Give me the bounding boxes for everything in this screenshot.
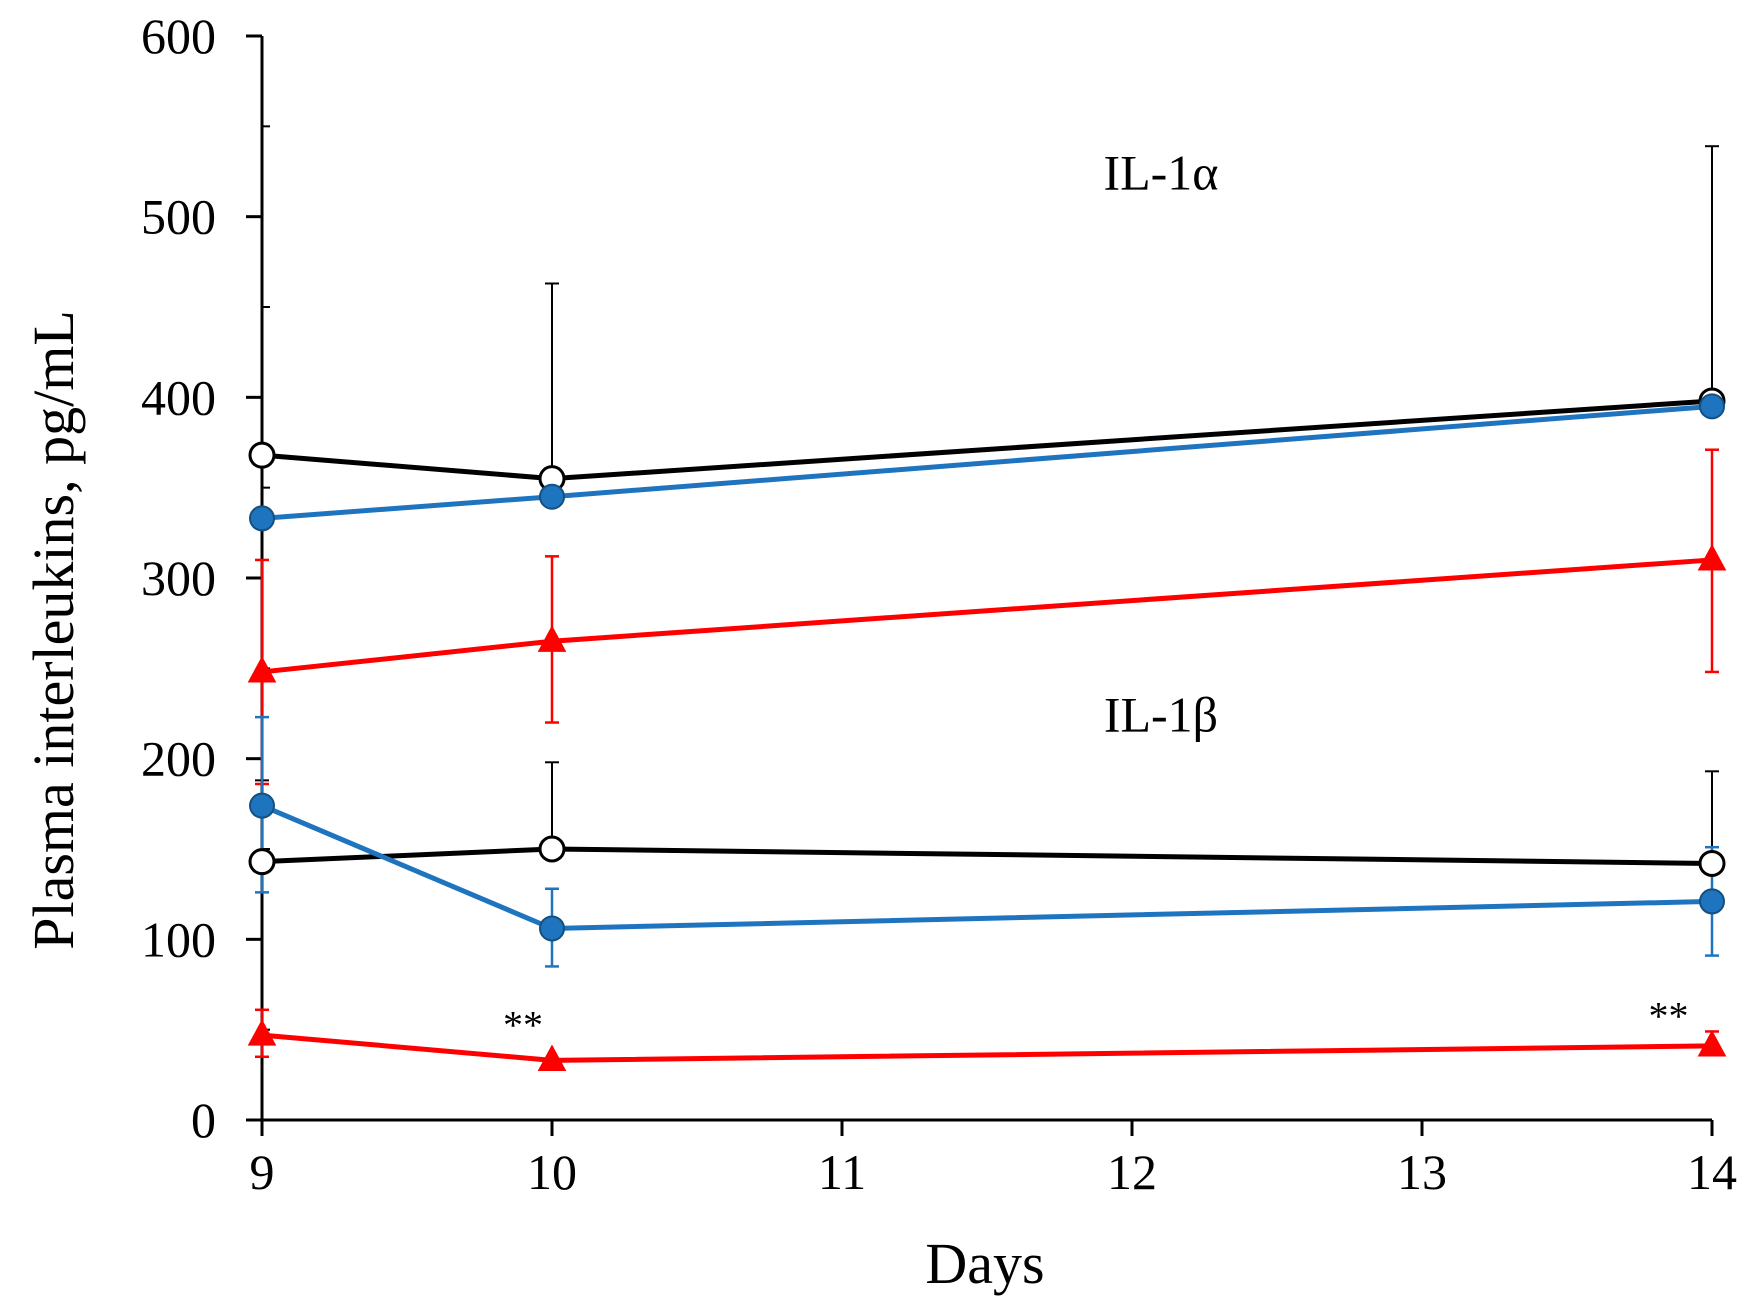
y-tick-label: 0: [191, 1092, 216, 1148]
y-tick-label: 200: [141, 731, 216, 787]
x-tick-label: 10: [527, 1144, 577, 1200]
y-tick-label: 600: [141, 8, 216, 64]
data-point-il-1-red: [537, 625, 567, 652]
significance-marker: **: [1649, 994, 1689, 1039]
data-point-il-1-blue: [539, 483, 565, 510]
series-line-il-1-black: [261, 398, 1713, 482]
data-point-il-1-red: [1697, 544, 1727, 571]
series-line-il-1-red: [261, 1032, 1713, 1063]
x-tick-label: 14: [1687, 1144, 1737, 1200]
annotations: IL-1α IL-1β ** **: [503, 145, 1689, 1048]
y-axis-title: Plasma interleukins, pg/mL: [21, 310, 86, 950]
series-group-label: IL-1β: [1104, 687, 1218, 743]
y-tick-label: 100: [141, 911, 216, 967]
data-point-il-1-blue: [249, 505, 275, 532]
series-markers: [247, 387, 1727, 1071]
y-tick-label: 500: [141, 189, 216, 245]
data-point-il-1-black: [248, 848, 276, 876]
data-point-il-1-red: [247, 656, 277, 683]
data-point-il-1-blue: [1699, 888, 1725, 915]
data-point-il-1-black: [538, 835, 566, 863]
data-point-il-1-black: [248, 441, 276, 469]
data-point-il-1-blue: [249, 792, 275, 819]
data-point-il-1-red: [1697, 1029, 1727, 1057]
series-line-il-1-blue: [261, 803, 1713, 931]
x-tick-label: 13: [1397, 1144, 1447, 1200]
significance-marker: **: [503, 1003, 543, 1048]
data-point-il-1-red: [537, 1044, 567, 1071]
data-point-il-1-red: [247, 1019, 277, 1046]
data-point-il-1-black: [1698, 849, 1726, 877]
data-point-il-1-blue: [539, 915, 565, 942]
series-line-il-1-red: [261, 557, 1713, 675]
x-tick-label: 11: [818, 1144, 866, 1200]
x-tick-label: 9: [250, 1144, 275, 1200]
x-axis-title: Days: [925, 1231, 1044, 1296]
series-line-il-1-blue: [261, 403, 1713, 521]
series-line-il-1-black: [261, 846, 1713, 866]
series-group-label: IL-1α: [1103, 145, 1218, 201]
axes: 0 100 200 300 400 500 600 9 10 11 12 13 14: [141, 8, 1737, 1200]
data-point-il-1-blue: [1699, 393, 1725, 420]
y-tick-label: 400: [141, 369, 216, 425]
series-lines: [261, 398, 1713, 1063]
y-tick-label: 300: [141, 550, 216, 606]
x-tick-label: 12: [1107, 1144, 1157, 1200]
